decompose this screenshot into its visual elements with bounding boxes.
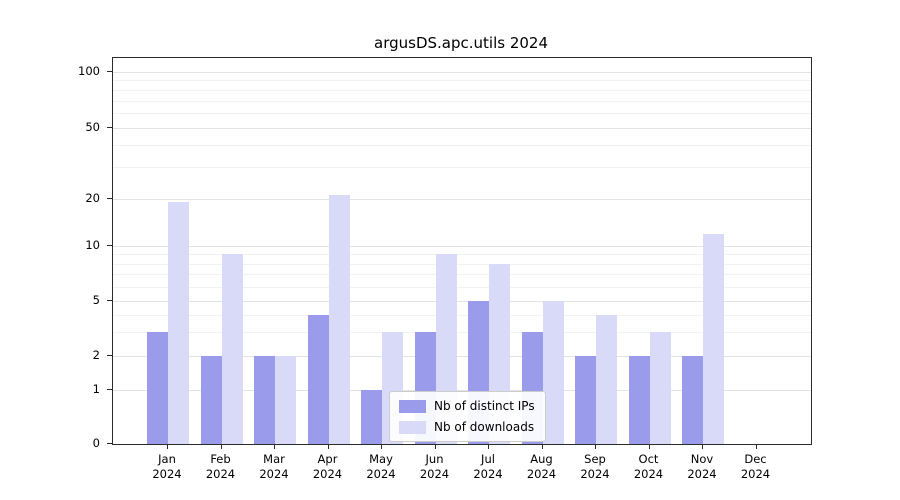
bar-downloads-feb-2024 [221,254,243,444]
gridline-60 [113,113,811,115]
y-tick-label-2: 2 [92,347,100,362]
bar-downloads-aug-2024 [542,301,564,444]
bar-distinct-ips-nov-2024 [682,355,703,444]
gridline-9 [113,254,811,256]
legend-swatch-downloads [399,420,426,434]
gridline-100 [113,71,811,73]
gridline-1 [113,389,811,391]
y-tick-mark-100 [107,70,112,72]
x-tick-label-feb: Feb 2024 [205,452,236,481]
x-tick-label-sep: Sep 2024 [580,452,610,481]
x-tick-label-mar: Mar 2024 [259,452,289,481]
y-tick-label-20: 20 [85,190,100,205]
x-tick-mark-9 [595,444,596,449]
gridline-3 [113,331,811,333]
bar-downloads-mar-2024 [275,355,296,444]
bar-downloads-jan-2024 [168,202,189,444]
x-tick-label-dec: Dec 2024 [740,452,771,481]
legend-swatch-distinct-ips [399,399,426,413]
y-tick-label-1: 1 [92,381,100,396]
bar-distinct-ips-oct-2024 [628,355,650,444]
plot-area: Nb of distinct IPs Nb of downloads [112,57,812,445]
bar-distinct-ips-sep-2024 [575,355,596,444]
gridline-40 [113,145,811,147]
x-tick-mark-6 [434,444,436,449]
gridline-80 [113,89,811,91]
legend-item-downloads: Nb of downloads [399,420,535,434]
bar-distinct-ips-mar-2024 [254,355,275,444]
x-tick-mark-8 [541,444,543,449]
y-tick-mark-10 [107,244,112,246]
y-tick-mark-1 [107,388,112,390]
y-tick-mark-2 [107,354,112,356]
chart-title: argusDS.apc.utils 2024 [374,34,548,52]
y-tick-label-0: 0 [92,436,100,450]
x-tick-label-may: May 2024 [366,452,396,481]
y-tick-label-100: 100 [78,63,100,78]
legend: Nb of distinct IPs Nb of downloads [389,391,546,442]
legend-item-distinct-ips: Nb of distinct IPs [399,399,535,413]
x-tick-mark-12 [755,444,757,449]
y-tick-mark-20 [107,197,112,199]
gridline-10 [113,245,811,247]
gridline-2 [113,355,811,357]
bar-distinct-ips-apr-2024 [307,314,329,444]
legend-label-distinct-ips: Nb of distinct IPs [434,399,535,413]
bar-distinct-ips-feb-2024 [200,355,222,444]
x-tick-mark-7 [488,444,489,449]
bar-distinct-ips-may-2024 [361,389,382,444]
gridline-4 [113,314,811,316]
bar-downloads-apr-2024 [328,195,350,444]
x-tick-mark-11 [702,444,703,449]
bar-distinct-ips-jan-2024 [147,331,168,444]
x-tick-label-apr: Apr 2024 [312,452,343,481]
x-tick-mark-4 [327,444,329,449]
gridline-7 [113,274,811,276]
x-tick-mark-5 [381,444,382,449]
x-tick-label-jul: Jul 2024 [473,452,503,481]
legend-label-downloads: Nb of downloads [434,420,535,434]
gridline-5 [113,301,811,303]
y-tick-mark-5 [107,300,112,302]
gridline-8 [113,263,811,265]
y-tick-label-5: 5 [92,293,100,308]
x-tick-mark-1 [167,444,168,449]
gridline-90 [113,80,811,82]
gridline-70 [113,100,811,102]
bar-downloads-nov-2024 [703,233,724,444]
x-tick-label-oct: Oct 2024 [633,452,664,481]
x-tick-mark-3 [274,444,275,449]
y-tick-mark-0 [107,443,112,444]
x-tick-label-aug: Aug 2024 [526,452,557,481]
y-tick-label-50: 50 [85,119,100,134]
x-tick-label-jun: Jun 2024 [419,452,450,481]
gridline-50 [113,127,811,129]
gridline-20 [113,198,811,200]
x-tick-label-jan: Jan 2024 [152,452,182,481]
x-tick-mark-2 [220,444,222,449]
gridline-30 [113,167,811,169]
x-tick-mark-10 [648,444,650,449]
y-tick-label-10: 10 [85,237,100,252]
y-tick-mark-50 [107,126,112,128]
x-tick-label-nov: Nov 2024 [687,452,717,481]
gridline-6 [113,286,811,288]
bar-downloads-sep-2024 [596,314,617,444]
bar-downloads-oct-2024 [649,331,671,444]
